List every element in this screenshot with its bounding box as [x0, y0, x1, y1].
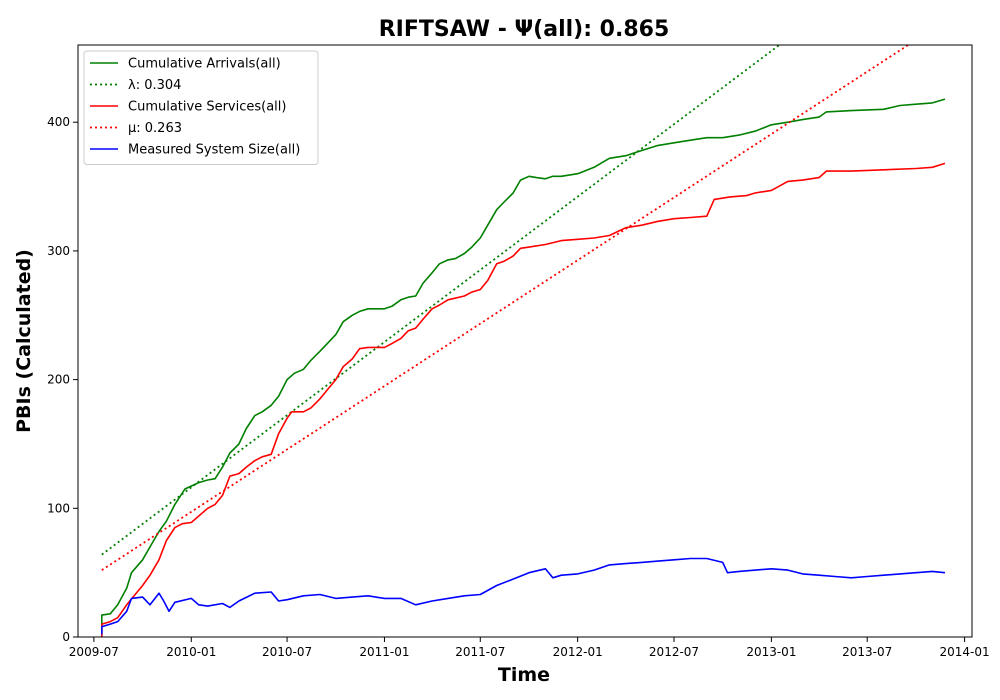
x-tick-label: 2012-07: [649, 645, 699, 659]
series-line-1: [101, 98, 946, 637]
series-line-3: [101, 162, 946, 637]
plot-frame: [77, 44, 973, 638]
legend-label-4: μ: 0.263: [128, 121, 182, 136]
chart-title: RIFTSAW - Ψ(all): 0.865: [379, 17, 670, 42]
x-tick-label: 2010-07: [262, 645, 312, 659]
x-tick-label: 2013-01: [746, 645, 796, 659]
y-axis-label: PBIs (Calculated): [13, 249, 35, 433]
x-tick-label: 2011-01: [359, 645, 409, 659]
y-tick-label: 0: [62, 630, 70, 644]
legend-label-3: Cumulative Services(all): [128, 100, 286, 115]
x-tick-label: 2011-07: [455, 645, 505, 659]
legend-label-1: Cumulative Arrivals(all): [128, 57, 281, 72]
legend: Cumulative Arrivals(all) λ: 0.304 Cumulati…: [83, 50, 319, 165]
x-tick-label: 2013-07: [842, 645, 892, 659]
x-axis-label: Time: [498, 664, 550, 686]
x-tick-label: 2009-07: [69, 645, 119, 659]
x-tick-label: 2010-01: [166, 645, 216, 659]
x-tick-label: 2014-01: [940, 645, 990, 659]
y-tick-label: 300: [47, 244, 70, 258]
x-tick-label: 2012-01: [553, 645, 603, 659]
y-tick-label: 100: [47, 501, 70, 515]
series-line-5: [101, 557, 946, 635]
y-tick-label: 400: [47, 115, 70, 129]
plot-lines: [101, 45, 946, 637]
y-tick-label: 200: [47, 373, 70, 387]
x-axis-ticks: 2009-07 2010-01 2010-07 2011-01 2011-07 2012-…: [69, 637, 990, 659]
legend-box: [83, 50, 319, 165]
legend-label-5: Measured System Size(all): [128, 143, 300, 158]
y-axis-ticks: 0 100 200 300 400: [47, 115, 78, 644]
legend-label-2: λ: 0.304: [128, 78, 181, 93]
